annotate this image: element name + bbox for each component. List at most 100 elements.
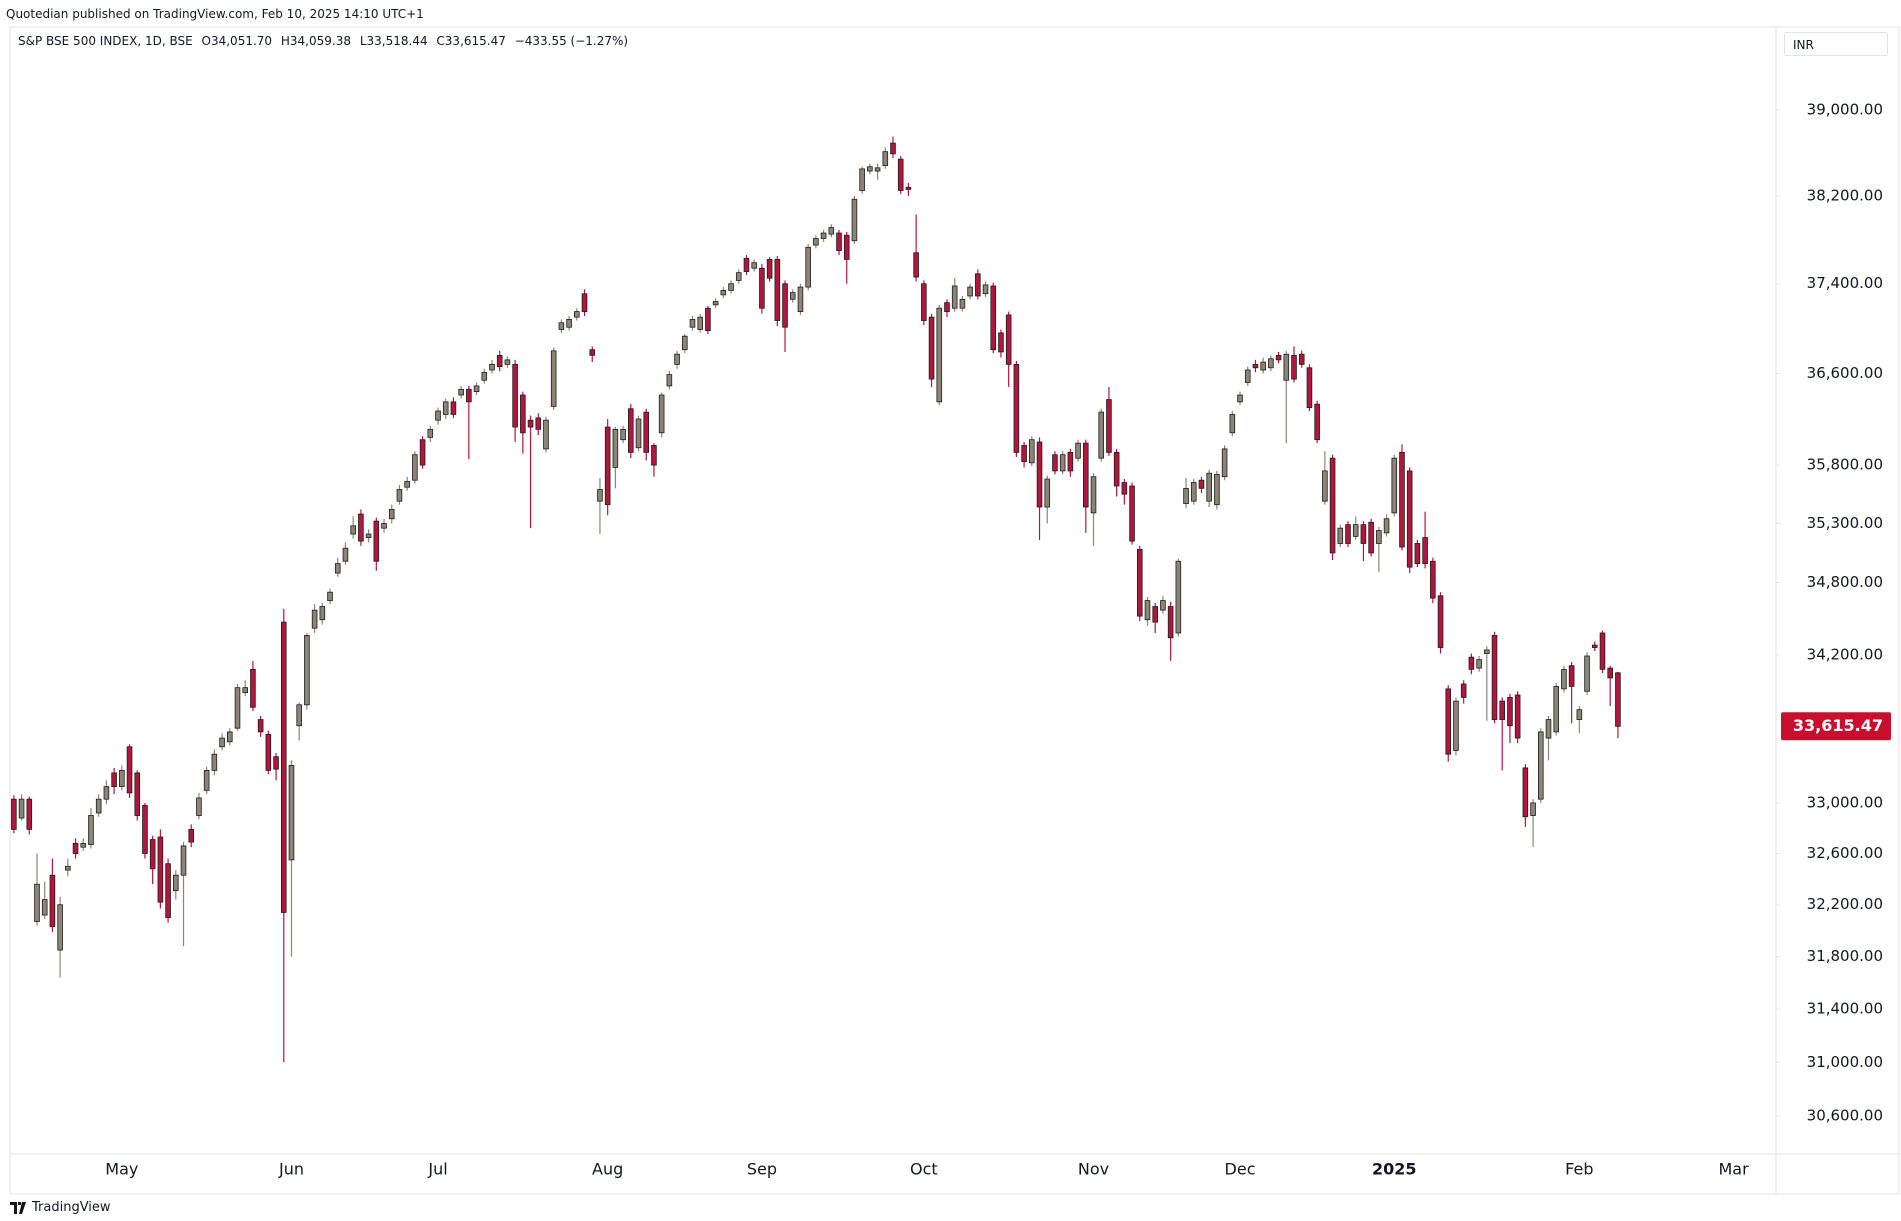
candle-body [1329, 457, 1336, 554]
candle-body [1422, 537, 1428, 564]
candle-body [1576, 709, 1583, 720]
candle-body [527, 419, 534, 428]
candle-body [1530, 802, 1536, 816]
candle-body [836, 232, 842, 252]
ohlc-low: L33,518.44 [359, 34, 428, 48]
candle-body [450, 401, 457, 415]
candle-body [597, 489, 603, 502]
y-tick-label: 34,200.00 [1807, 645, 1883, 663]
candle-body [334, 563, 341, 574]
candle-body [296, 704, 302, 727]
candle-body [1399, 451, 1405, 548]
y-tick-label: 33,000.00 [1807, 793, 1883, 811]
change: −433.55 (−1.27%) [514, 34, 629, 48]
y-tick-label: 37,400.00 [1807, 274, 1883, 292]
candle-body [1430, 560, 1436, 599]
candle-body [180, 845, 187, 876]
candles [11, 136, 1621, 1063]
candle-body [828, 227, 835, 235]
candle-body [427, 428, 434, 438]
candle-body [735, 272, 742, 281]
candle-body [1044, 478, 1051, 508]
candle-body [1083, 442, 1089, 508]
y-tick-label: 36,600.00 [1807, 364, 1883, 382]
y-tick-label: 31,800.00 [1807, 947, 1883, 965]
x-tick-label: Feb [1565, 1160, 1593, 1179]
candle-body [358, 513, 364, 542]
candle-body [481, 371, 488, 381]
candle-body [1059, 454, 1066, 472]
candle-body [26, 798, 33, 830]
y-tick-label: 34,800.00 [1807, 573, 1883, 591]
candle-body [1507, 697, 1513, 727]
candle-body [211, 753, 218, 771]
candle-body [65, 865, 71, 871]
candle-body [365, 533, 372, 538]
candle-body [1198, 479, 1205, 489]
candle-body [1545, 719, 1552, 739]
candle-body [1244, 369, 1251, 383]
candle-body [489, 363, 495, 371]
candle-body [1391, 457, 1398, 514]
candle-body [18, 798, 25, 819]
y-tick-label: 39,000.00 [1807, 100, 1883, 118]
candle-body [1167, 606, 1174, 639]
candle-body [1599, 632, 1606, 670]
candle-body [203, 769, 210, 791]
candle-body [1514, 694, 1521, 739]
candle-body [944, 302, 950, 312]
candle-body [1106, 399, 1112, 453]
candle-body [789, 292, 796, 300]
candle-body [149, 839, 156, 870]
candle-body [1268, 358, 1274, 369]
x-tick-label: Mar [1718, 1160, 1749, 1179]
x-tick-label: Jun [278, 1160, 304, 1179]
candle-body [928, 316, 935, 380]
candle-body [1036, 441, 1043, 508]
candle-body [373, 520, 380, 562]
candle-body [843, 234, 850, 260]
candle-body [1368, 521, 1374, 554]
candle-body [874, 167, 881, 172]
y-tick-label: 35,800.00 [1807, 456, 1883, 474]
ohlc-open: O34,051.70 [201, 34, 273, 48]
candle-body [1476, 659, 1482, 669]
candle-body [813, 238, 819, 246]
candle-body [49, 874, 56, 928]
candle-body [1453, 700, 1459, 751]
candle-body [882, 151, 889, 167]
candle-body [1499, 700, 1506, 720]
candle-body [1591, 644, 1598, 648]
candle-body [1221, 448, 1228, 478]
candle-body [388, 508, 395, 520]
candle-body [1568, 665, 1575, 687]
frame [9, 26, 1900, 1195]
candle-body [759, 267, 765, 309]
candle-body [419, 439, 426, 466]
candle-body [967, 286, 973, 297]
candle-body [1291, 354, 1297, 380]
candle-body [257, 719, 264, 733]
candle-body [1561, 668, 1567, 690]
candle-body [921, 283, 927, 321]
currency-button[interactable]: INR [1784, 32, 1888, 56]
candle-body [1406, 470, 1413, 568]
candle-body [265, 733, 272, 771]
candle-body [126, 746, 133, 794]
candle-body [288, 764, 295, 861]
candle-body [1553, 686, 1560, 733]
candle-body [396, 489, 403, 502]
x-tick-label: Jul [427, 1160, 447, 1179]
candle-body [1214, 473, 1220, 506]
candle-body [103, 786, 110, 800]
candle-body [473, 385, 480, 393]
last-price-label: 33,615.47 [1793, 716, 1883, 735]
candle-body [88, 815, 94, 846]
candle-body [1360, 524, 1367, 544]
candle-body [1013, 363, 1020, 453]
candle-body [1183, 487, 1189, 504]
candle-body [1491, 635, 1498, 720]
x-tick-label: Nov [1078, 1160, 1109, 1179]
ohlc-close: C33,615.47 [436, 34, 506, 48]
